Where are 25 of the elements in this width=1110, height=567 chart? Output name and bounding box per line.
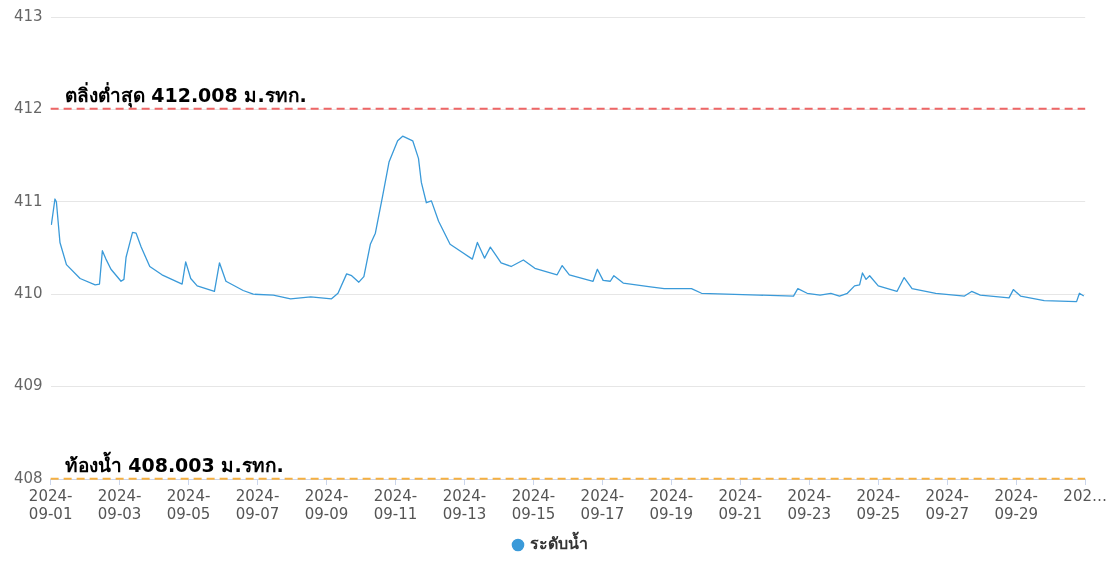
- x-tick-label: 2024- 09-13: [442, 486, 487, 523]
- y-tick-label: 409: [13, 376, 43, 395]
- x-tick-label: 2024- 09-27: [925, 486, 970, 523]
- x-tick-label: 2024- 09-09: [304, 486, 349, 523]
- x-tick-label: 2024- 09-07: [235, 486, 280, 523]
- x-tick-label: 202…: [1063, 486, 1108, 505]
- x-tick-label: 2024- 09-21: [718, 486, 763, 523]
- y-tick-label: 411: [13, 191, 43, 210]
- y-tick-label: 412: [13, 99, 43, 118]
- x-tick-label: 2024- 09-03: [97, 486, 142, 523]
- x-tick-label: 2024- 09-01: [28, 486, 73, 523]
- x-tick-label: 2024- 09-05: [166, 486, 211, 523]
- legend-label: ระดับน้ำ: [530, 531, 588, 554]
- x-tick-label: 2024- 09-23: [787, 486, 832, 523]
- x-tick-label: 2024- 09-25: [856, 486, 901, 523]
- x-tick-label: 2024- 09-15: [511, 486, 556, 523]
- x-tick-label: 2024- 09-19: [649, 486, 694, 523]
- x-tick-label: 2024- 09-29: [994, 486, 1039, 523]
- y-tick-label: 410: [13, 284, 43, 303]
- ref-line-label: ตลิ่งต่ำสุด 412.008 ม.รทก.: [64, 82, 307, 109]
- ref-line-label: ท้องน้ำ 408.003 ม.รทก.: [64, 451, 284, 477]
- y-tick-label: 408: [13, 468, 43, 487]
- x-tick-label: 2024- 09-17: [580, 486, 625, 523]
- y-tick-label: 413: [13, 6, 43, 25]
- x-tick-label: 2024- 09-11: [373, 486, 418, 523]
